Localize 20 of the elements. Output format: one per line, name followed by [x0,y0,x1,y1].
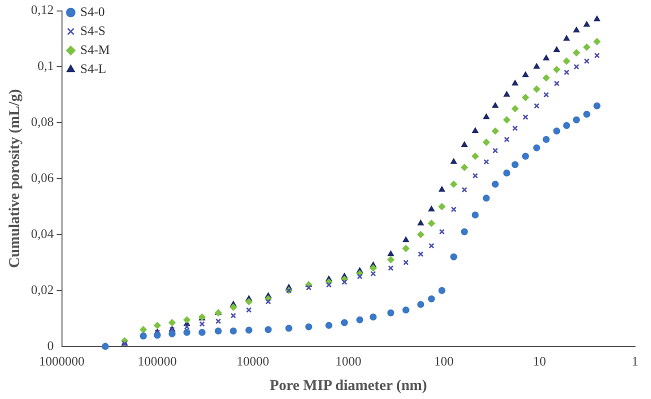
y-tick-label: 0,08 [31,114,54,130]
y-tick-label: 0,04 [31,226,54,241]
x-tick-label: 1000 [335,354,362,369]
legend-label: S4-L [80,60,106,76]
legend-label: S4-S [80,22,106,38]
y-tick-label: 0,06 [31,170,54,186]
x-tick-label: 1000000 [39,354,84,369]
x-tick-label: 100 [434,354,454,369]
y-tick-label: 0,12 [31,2,54,18]
x-tick-label: 100000 [138,354,177,369]
y-tick-label: 0,1 [38,58,54,74]
y-tick-label: 0,02 [31,282,54,297]
legend-label: S4-0 [80,4,105,19]
x-tick-label: 10 [532,354,546,369]
x-tick-label: 1 [632,354,638,369]
x-axis-title: Pore MIP diameter (nm) [270,378,428,394]
y-axis-title: Cumulative porosity (mL/g) [6,89,23,268]
y-tick-label: 0 [47,338,54,353]
x-tick-label: 10000 [236,354,270,369]
legend-label: S4-M [80,42,110,57]
